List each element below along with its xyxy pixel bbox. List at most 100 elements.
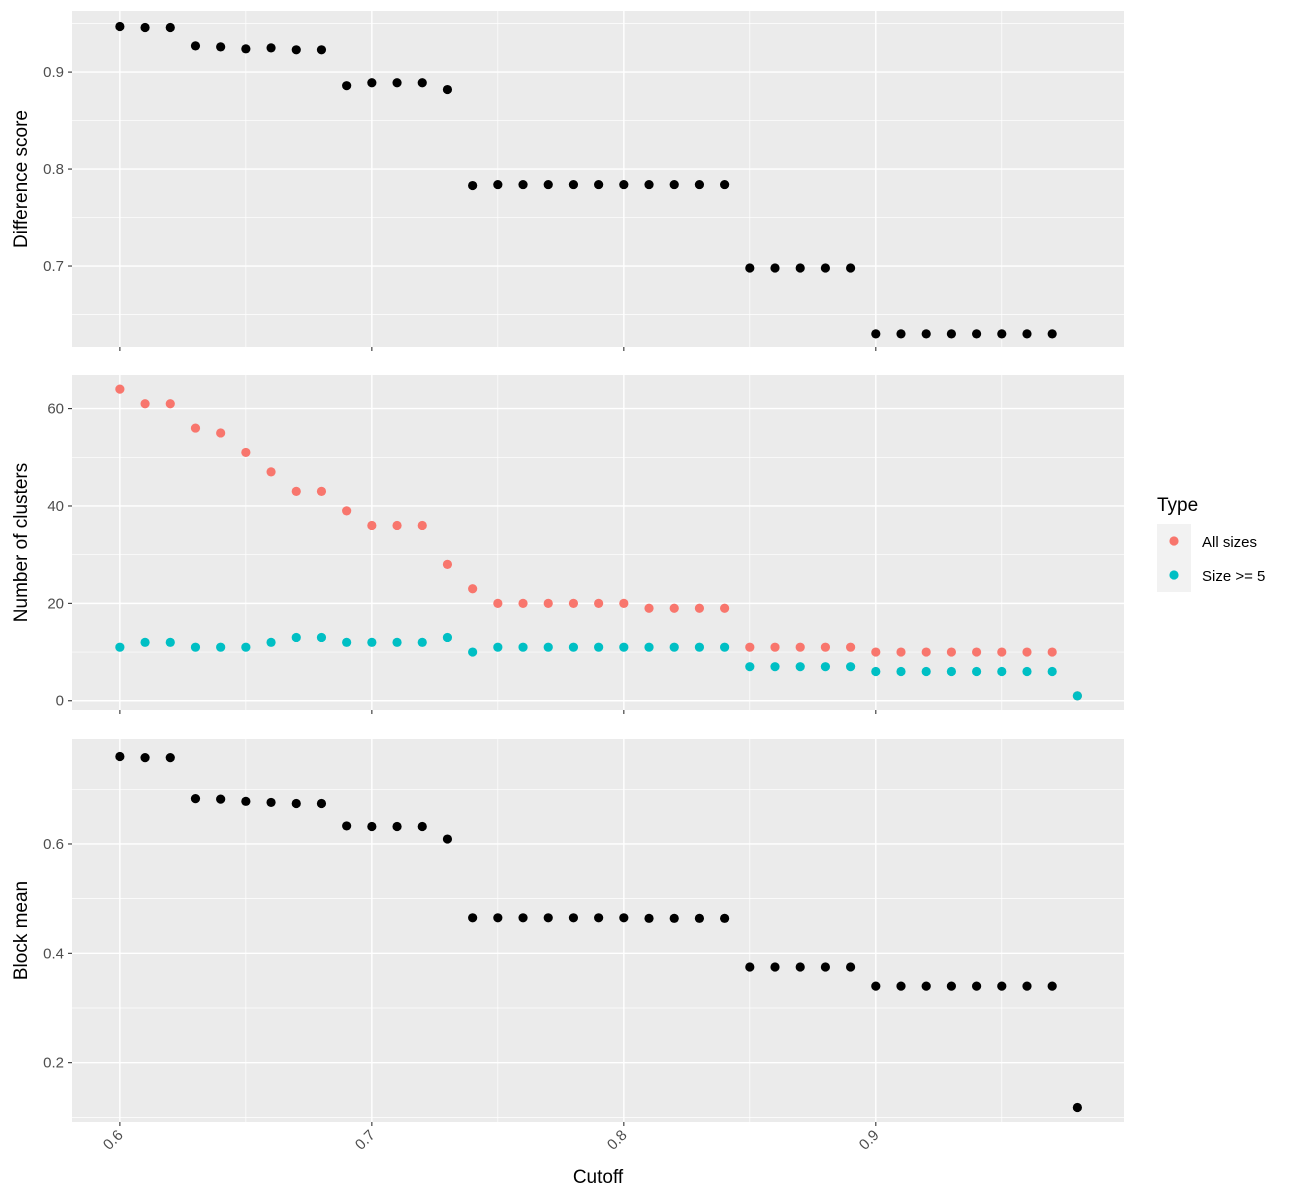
data-point-size-5	[720, 642, 730, 652]
data-point-size-5	[190, 642, 201, 652]
panel-difference-score: 0.7 0.8 0.9 Difference score	[11, 11, 1124, 351]
data-point-size-5	[694, 642, 705, 652]
data-point-size-5	[518, 642, 528, 652]
y-tick-label: 0.2	[43, 1055, 64, 1072]
x-tick-label: 0.9	[856, 1127, 883, 1154]
data-point	[115, 21, 125, 32]
data-point	[795, 962, 805, 972]
data-point-all-sizes	[846, 642, 856, 652]
data-point-size-5	[115, 642, 125, 652]
data-point-all-sizes	[291, 486, 301, 496]
data-point-all-sizes	[971, 647, 982, 657]
data-point-all-sizes	[493, 598, 503, 608]
y-tick-label: 0.6	[43, 836, 64, 853]
data-point-size-5	[543, 642, 553, 652]
legend-item-size-5: Size >= 5	[1157, 558, 1265, 592]
data-point	[971, 981, 982, 991]
data-point-size-5	[568, 642, 579, 652]
data-point-size-5	[971, 666, 982, 677]
data-point-all-sizes	[417, 520, 427, 531]
data-point	[417, 821, 427, 832]
data-point	[367, 821, 377, 832]
x-axis-title: Cutoff	[573, 1167, 624, 1188]
data-point	[846, 962, 856, 972]
data-point	[619, 913, 629, 923]
data-point	[216, 794, 226, 804]
data-point	[493, 913, 503, 923]
data-point	[921, 329, 931, 339]
data-point-all-sizes	[594, 598, 604, 608]
data-point	[266, 797, 276, 808]
data-point-all-sizes	[316, 486, 327, 496]
data-point	[644, 179, 654, 190]
gridlines	[72, 739, 1124, 1122]
data-point	[694, 913, 705, 923]
y-tick-label: 40	[47, 498, 64, 515]
data-point-size-5	[417, 637, 427, 647]
panel-number-of-clusters: 0 20 40 60 Number of clusters	[11, 375, 1124, 714]
data-point-size-5	[442, 632, 453, 643]
data-point	[518, 913, 528, 923]
data-point	[342, 81, 352, 91]
data-point	[846, 263, 856, 273]
data-point-size-5	[216, 642, 226, 652]
data-point-all-sizes	[795, 642, 805, 652]
data-point	[871, 329, 881, 339]
data-point	[493, 179, 503, 190]
data-point-size-5	[241, 642, 251, 652]
data-point-size-5	[846, 662, 856, 672]
data-point-size-5	[392, 637, 402, 647]
legend-item-all-sizes: All sizes	[1157, 524, 1257, 558]
data-point	[997, 981, 1007, 991]
y-tick-label: 0.4	[43, 945, 64, 962]
data-point-size-5	[165, 637, 175, 647]
data-point	[568, 913, 579, 923]
legend-title: Type	[1157, 495, 1198, 516]
data-point	[140, 22, 150, 33]
data-point	[543, 913, 553, 923]
data-point-size-5	[946, 666, 956, 677]
data-point	[1022, 329, 1032, 339]
y-tick-label: 60	[47, 401, 64, 418]
data-point	[1022, 981, 1032, 991]
data-point	[316, 45, 327, 55]
data-point	[820, 962, 831, 972]
data-point	[896, 981, 906, 991]
data-point-all-sizes	[896, 647, 906, 657]
data-point	[468, 180, 478, 191]
data-point	[291, 45, 301, 55]
data-point	[140, 752, 150, 763]
data-point	[442, 834, 453, 844]
data-point-all-sizes	[1047, 647, 1057, 657]
data-point	[770, 263, 780, 273]
data-point-size-5	[644, 642, 654, 652]
data-point-all-sizes	[342, 506, 352, 516]
y-tick-label: 0.8	[43, 161, 64, 178]
data-point	[896, 329, 906, 339]
panel-block-mean: 0.2 0.4 0.6 0.6 0.7 0.8 0.9 Block mean	[11, 739, 1124, 1154]
legend-label: All sizes	[1202, 534, 1257, 551]
data-point	[316, 798, 327, 809]
data-point-size-5	[140, 637, 150, 647]
legend-swatch	[1169, 570, 1179, 580]
x-axis	[119, 347, 877, 351]
data-point-all-sizes	[543, 598, 553, 608]
data-point-size-5	[669, 642, 679, 652]
data-point	[820, 263, 831, 273]
data-point-all-sizes	[770, 642, 780, 652]
data-point-size-5	[468, 647, 478, 657]
data-point	[165, 22, 175, 33]
data-point-all-sizes	[392, 520, 402, 531]
data-point-all-sizes	[619, 598, 629, 608]
data-point	[442, 84, 453, 95]
data-point	[720, 913, 730, 923]
data-point	[669, 179, 679, 190]
x-axis: 0.6 0.7 0.8 0.9	[100, 1122, 883, 1154]
data-point-all-sizes	[997, 647, 1007, 657]
data-point-all-sizes	[165, 399, 175, 409]
data-point	[1047, 981, 1057, 991]
data-point-all-sizes	[367, 520, 377, 531]
data-point-size-5	[770, 662, 780, 672]
data-point-all-sizes	[266, 467, 276, 477]
